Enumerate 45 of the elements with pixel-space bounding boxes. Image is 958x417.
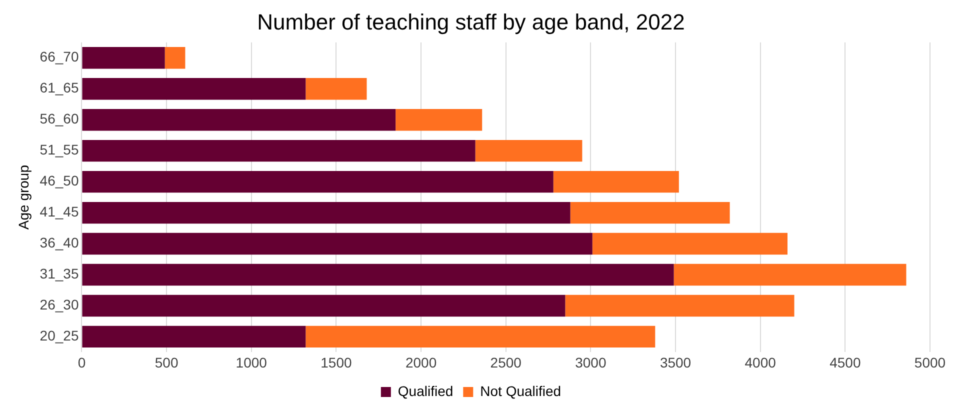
y-tick-label: 56_60 [40, 110, 79, 127]
y-tick-label: 61_65 [40, 80, 79, 96]
chart-title: Number of teaching staff by age band, 2022 [257, 9, 685, 34]
bar [396, 109, 482, 131]
bar [592, 232, 788, 255]
bar [82, 264, 674, 286]
bar [82, 78, 306, 100]
bar [82, 140, 476, 162]
bar [306, 78, 367, 100]
y-tick-label: 26_30 [40, 296, 79, 313]
bar [82, 326, 306, 348]
y-tick-label: 41_45 [40, 204, 79, 220]
x-tick-label: 5000 [914, 354, 946, 370]
bar [82, 47, 165, 69]
y-tick-label: 20_25 [40, 328, 79, 344]
x-tick-label: 4000 [744, 354, 776, 370]
x-tick-label: 4500 [830, 354, 861, 370]
y-tick-label: 31_35 [40, 266, 79, 282]
bar [565, 294, 794, 317]
x-tick-label: 3500 [660, 354, 692, 370]
bar [82, 170, 554, 193]
x-tick-label: 2500 [490, 354, 522, 370]
bar [164, 47, 186, 69]
x-tick-label: 1500 [320, 354, 352, 370]
y-tick-label: 46_50 [40, 172, 79, 189]
x-tick-label: 1000 [236, 354, 268, 370]
legend-label: Qualified [398, 382, 454, 399]
y-tick-label: 51_55 [40, 142, 79, 158]
bar [82, 202, 570, 224]
bar [553, 170, 679, 193]
y-axis-title: Age group [15, 164, 32, 230]
x-tick-label: 500 [154, 354, 178, 370]
legend-label: Not Qualified [480, 382, 562, 399]
bar [674, 264, 906, 286]
x-tick-label: 3000 [575, 354, 606, 370]
bar [82, 109, 396, 131]
y-tick-label: 66_70 [40, 48, 79, 65]
bar [306, 326, 656, 348]
bar [82, 294, 566, 317]
bar [570, 202, 730, 224]
x-tick-label: 2000 [405, 354, 437, 370]
x-tick-label: 0 [78, 354, 86, 370]
y-tick-label: 36_40 [40, 234, 79, 251]
bar [475, 140, 582, 162]
bar [82, 232, 592, 255]
